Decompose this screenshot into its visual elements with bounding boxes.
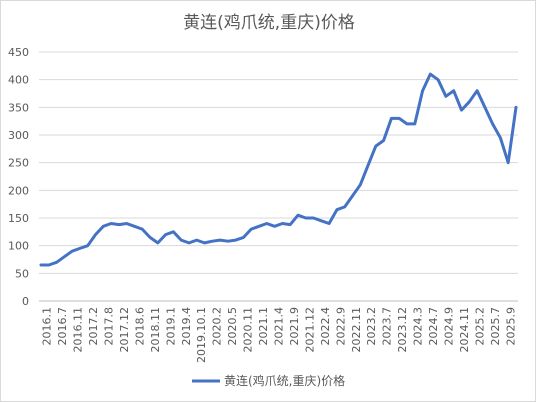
- y-axis-tick-labels: 0 50 100 150 200 250 300 350 400 450: [8, 46, 29, 308]
- y-tick-label: 400: [8, 74, 29, 87]
- x-tick-label: 2025.7: [489, 307, 502, 346]
- y-tick-label: 250: [8, 157, 29, 170]
- y-tick-label: 350: [8, 101, 29, 114]
- y-tick-label: 50: [15, 267, 29, 280]
- y-tick-label: 100: [8, 240, 29, 253]
- x-tick-label: 2016.1: [41, 307, 54, 346]
- x-tick-label: 2021.12: [303, 307, 316, 353]
- x-tick-label: 2019.1: [164, 307, 177, 346]
- x-tick-label: 2019.10.1: [195, 307, 208, 363]
- x-tick-label: 2023.7: [381, 307, 394, 346]
- series-lines: [39, 72, 518, 267]
- x-tick-label: 2022.9: [334, 307, 347, 346]
- x-tick-label: 2022.4: [319, 307, 332, 346]
- x-tick-label: 2022.11: [350, 307, 363, 353]
- x-tick-label: 2025.2: [473, 307, 486, 346]
- x-tick-label: 2021.1: [257, 307, 270, 346]
- x-tick-label: 2020.11: [242, 307, 255, 353]
- legend-label: 黄连(鸡爪统,重庆)价格: [224, 373, 345, 388]
- x-tick-label: 2020.5: [226, 307, 239, 346]
- x-tick-label: 2018.6: [133, 307, 146, 346]
- x-tick-label: 2019.4: [180, 307, 193, 346]
- y-tick-label: 300: [8, 129, 29, 142]
- y-tick-label: 150: [8, 212, 29, 225]
- x-tick-label: 2016.7: [56, 307, 69, 346]
- x-tick-label: 2023.2: [365, 307, 378, 346]
- grid-lines: [39, 51, 518, 302]
- x-tick-label: 2021.9: [288, 307, 301, 346]
- chart-title: 黄连(鸡爪统,重庆)价格: [183, 13, 355, 33]
- x-tick-label: 2024.11: [458, 307, 471, 353]
- x-tick-label: 2017.8: [103, 307, 116, 346]
- x-tick-label: 2024.9: [442, 307, 455, 346]
- x-axis-tick-labels: 2016.1 2016.7 2016.11 2017.2 2017.8 2017.12 20…: [41, 307, 518, 363]
- y-tick-label: 450: [8, 46, 29, 59]
- x-tick-label: 2017.2: [87, 307, 100, 346]
- legend: 黄连(鸡爪统,重庆)价格: [192, 373, 345, 388]
- y-tick-label: 200: [8, 184, 29, 197]
- x-tick-label: 2020.2: [211, 307, 224, 346]
- series-line: [39, 72, 518, 267]
- x-tick-label: 2018.11: [149, 307, 162, 353]
- x-tick-label: 2017.12: [118, 307, 131, 353]
- x-tick-label: 2023.12: [396, 307, 409, 353]
- x-tick-label: 2021.4: [273, 307, 286, 346]
- x-tick-label: 2025.9: [504, 307, 517, 346]
- y-tick-label: 0: [22, 295, 29, 308]
- x-tick-label: 2024.3: [412, 307, 425, 346]
- x-tick-label: 2024.7: [427, 307, 440, 346]
- x-tick-label: 2016.11: [72, 307, 85, 353]
